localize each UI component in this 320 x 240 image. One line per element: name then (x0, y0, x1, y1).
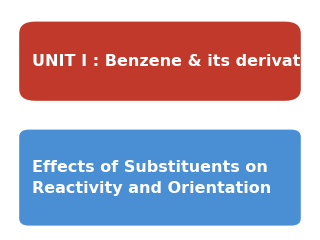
FancyBboxPatch shape (19, 22, 301, 101)
Text: UNIT I : Benzene & its derivatives: UNIT I : Benzene & its derivatives (32, 54, 320, 69)
Text: Effects of Substituents on
Reactivity and Orientation: Effects of Substituents on Reactivity an… (32, 160, 271, 196)
FancyBboxPatch shape (19, 130, 301, 226)
